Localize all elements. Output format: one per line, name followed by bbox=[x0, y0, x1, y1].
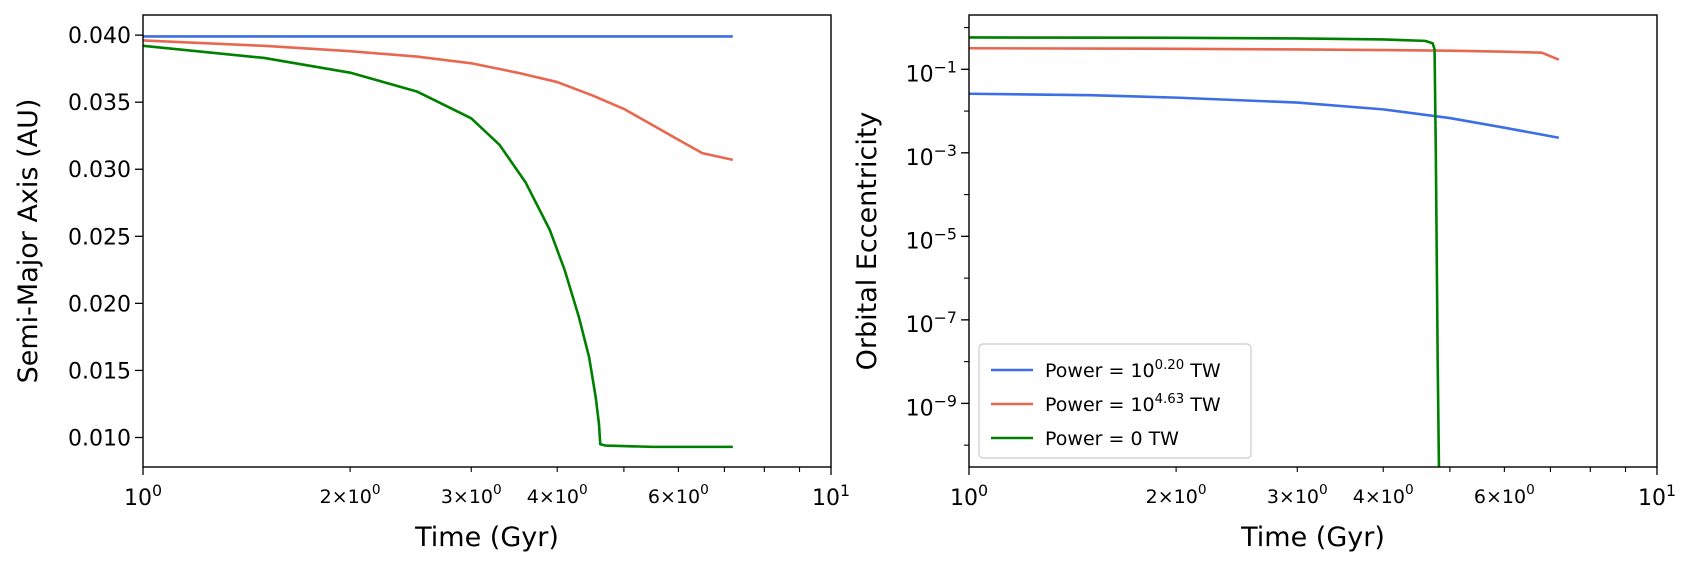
x-minor-tick-label: 2×100 bbox=[1146, 482, 1207, 508]
x-minor-tick-label: 2×100 bbox=[320, 482, 381, 508]
x-minor-tick-label: 6×100 bbox=[648, 482, 709, 508]
eccentricity-plot: 100 101 2×100 3×100 4×100 6×100 10−9 10−7 10−5 10… bbox=[852, 14, 1676, 553]
y-tick-label: 10−9 bbox=[906, 391, 957, 421]
series-line-2 bbox=[969, 46, 1560, 61]
series-line-1 bbox=[969, 92, 1560, 140]
y-tick-label: 0.040 bbox=[68, 24, 131, 49]
series-line-3 bbox=[143, 44, 733, 449]
y-tick-label: 0.030 bbox=[68, 158, 131, 183]
legend-entry: Power = 104.63 TW bbox=[1045, 392, 1221, 416]
y-tick-label: 10−3 bbox=[906, 141, 957, 171]
y-tick-label: 10−5 bbox=[906, 224, 957, 254]
y-tick-label: 10−7 bbox=[906, 308, 957, 338]
y-tick-label: 0.010 bbox=[68, 426, 131, 451]
legend-entry: Power = 0 TW bbox=[1045, 428, 1179, 450]
x-tick-label: 100 bbox=[124, 481, 162, 511]
series-line-2 bbox=[143, 39, 734, 162]
legend-box bbox=[978, 343, 1252, 459]
x-minor-tick-label: 6×100 bbox=[1474, 482, 1535, 508]
x-minor-tick-label: 4×100 bbox=[1353, 482, 1414, 508]
series-line-3 bbox=[969, 36, 1441, 467]
legend: Power = 100.20 TW Power = 104.63 TW Power … bbox=[978, 343, 1252, 459]
x-axis-label: Time (Gyr) bbox=[414, 522, 559, 553]
y-tick-label: 0.020 bbox=[68, 292, 131, 317]
legend-entry: Power = 100.20 TW bbox=[1045, 358, 1221, 382]
x-axis-label: Time (Gyr) bbox=[1240, 522, 1385, 553]
semi-major-axis-plot: 100 101 2×100 3×100 4×100 6×100 0.010 0.015 0.02… bbox=[13, 14, 850, 553]
y-axis-label: Semi-Major Axis (AU) bbox=[13, 99, 44, 384]
y-tick-label: 0.035 bbox=[68, 91, 131, 116]
x-tick-label: 101 bbox=[1638, 481, 1676, 511]
plot-frame bbox=[968, 14, 1658, 468]
x-tick-label: 101 bbox=[812, 481, 850, 511]
y-tick-label: 0.025 bbox=[68, 225, 131, 250]
y-axis-label: Orbital Eccentricity bbox=[852, 112, 883, 371]
y-tick-label: 0.015 bbox=[68, 359, 131, 384]
x-minor-tick-label: 4×100 bbox=[527, 482, 588, 508]
x-minor-tick-label: 3×100 bbox=[1267, 482, 1328, 508]
plot-frame bbox=[142, 14, 832, 468]
y-tick-label: 10−1 bbox=[906, 57, 957, 87]
x-minor-tick-label: 3×100 bbox=[441, 482, 502, 508]
x-tick-label: 100 bbox=[950, 481, 988, 511]
